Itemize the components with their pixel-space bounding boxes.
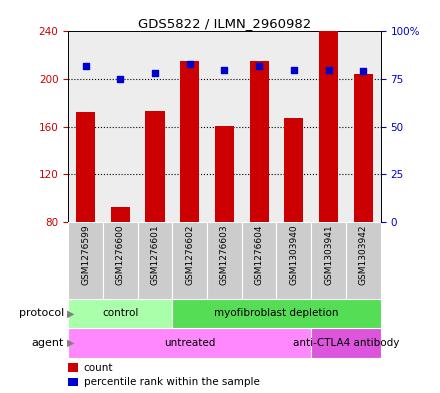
Bar xyxy=(68,31,103,222)
Bar xyxy=(180,61,199,222)
Text: GSM1303942: GSM1303942 xyxy=(359,224,368,285)
Text: control: control xyxy=(102,309,139,318)
Bar xyxy=(207,222,242,299)
Bar xyxy=(319,31,338,222)
Bar xyxy=(138,222,172,299)
Bar xyxy=(68,222,103,299)
Bar xyxy=(103,222,138,299)
Bar xyxy=(276,31,311,222)
Bar xyxy=(311,328,381,358)
Text: myofibroblast depletion: myofibroblast depletion xyxy=(214,309,339,318)
Point xyxy=(360,68,367,75)
Bar xyxy=(242,31,276,222)
Bar xyxy=(346,222,381,299)
Text: GSM1276599: GSM1276599 xyxy=(81,224,90,285)
Text: percentile rank within the sample: percentile rank within the sample xyxy=(84,377,260,387)
Text: ▶: ▶ xyxy=(67,338,75,348)
Text: count: count xyxy=(84,363,114,373)
Text: GSM1303941: GSM1303941 xyxy=(324,224,333,285)
Point xyxy=(117,76,124,82)
Point xyxy=(325,66,332,73)
Bar xyxy=(138,31,172,222)
Bar xyxy=(311,222,346,299)
Text: GSM1276602: GSM1276602 xyxy=(185,224,194,285)
Text: agent: agent xyxy=(31,338,64,348)
Bar xyxy=(76,112,95,222)
Bar xyxy=(103,31,138,222)
Bar xyxy=(68,299,172,328)
Bar xyxy=(311,31,346,222)
Point xyxy=(151,70,158,77)
Bar xyxy=(111,207,130,222)
Bar xyxy=(68,378,77,386)
Point xyxy=(256,62,263,69)
Text: GSM1276603: GSM1276603 xyxy=(220,224,229,285)
Bar xyxy=(68,328,311,358)
Bar xyxy=(215,125,234,222)
Bar xyxy=(346,31,381,222)
Bar xyxy=(354,74,373,222)
Bar xyxy=(249,61,269,222)
Text: untreated: untreated xyxy=(164,338,215,348)
Bar xyxy=(146,111,165,222)
Bar xyxy=(172,222,207,299)
Bar xyxy=(242,222,276,299)
Text: GSM1303940: GSM1303940 xyxy=(290,224,298,285)
Text: GSM1276601: GSM1276601 xyxy=(150,224,159,285)
Bar xyxy=(207,31,242,222)
Bar xyxy=(172,31,207,222)
Bar xyxy=(68,363,77,372)
Point xyxy=(186,61,193,67)
Bar xyxy=(172,299,381,328)
Point xyxy=(221,66,228,73)
Text: anti-CTLA4 antibody: anti-CTLA4 antibody xyxy=(293,338,399,348)
Text: protocol: protocol xyxy=(18,309,64,318)
Text: GSM1276604: GSM1276604 xyxy=(255,224,264,285)
Point xyxy=(290,66,297,73)
Bar xyxy=(276,222,311,299)
Bar xyxy=(284,118,303,222)
Point xyxy=(82,62,89,69)
Title: GDS5822 / ILMN_2960982: GDS5822 / ILMN_2960982 xyxy=(138,17,311,30)
Text: ▶: ▶ xyxy=(67,309,75,318)
Text: GSM1276600: GSM1276600 xyxy=(116,224,125,285)
